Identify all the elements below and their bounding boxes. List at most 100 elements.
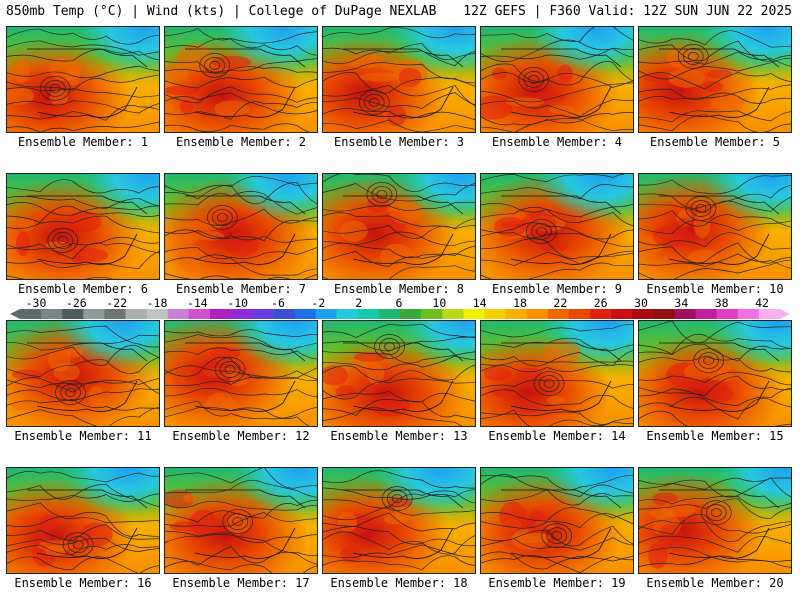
colorbar-segment [653, 309, 675, 319]
map-title: 850mb Temp (°C) | Wind (kts) | College o… [6, 4, 437, 19]
colorbar-segment [83, 309, 105, 319]
colorbar-segment [104, 309, 127, 319]
colorbar-tick-label: 22 [553, 296, 568, 310]
colorbar-segment [252, 309, 274, 319]
colorbar-tick-label: 14 [472, 296, 487, 310]
colorbar-segment [526, 309, 549, 319]
ensemble-member-label: Ensemble Member: 10 [646, 282, 784, 296]
colorbar-tick-label: 42 [755, 296, 769, 310]
ensemble-member-label: Ensemble Member: 19 [488, 576, 626, 590]
ensemble-member-label: Ensemble Member: 4 [491, 135, 623, 149]
ensemble-member-label: Ensemble Member: 20 [646, 576, 784, 590]
ensemble-member-label: Ensemble Member: 5 [649, 135, 781, 149]
ensemble-member-label: Ensemble Member: 11 [14, 429, 152, 443]
colorbar-segment [167, 309, 190, 319]
colorbar-segment [737, 309, 760, 319]
colorbar-segment [716, 309, 739, 319]
ensemble-map-panel [322, 320, 476, 427]
colorbar-segment [463, 309, 485, 319]
colorbar-tick-label: 26 [593, 296, 608, 310]
colorbar-segment [273, 309, 295, 319]
colorbar-segment [231, 309, 253, 319]
colorbar-segment [632, 309, 654, 319]
ensemble-member-label: Ensemble Member: 1 [17, 135, 149, 149]
ensemble-member-label: Ensemble Member: 17 [172, 576, 310, 590]
ensemble-map-panel [638, 320, 792, 427]
ensemble-map-panel [6, 173, 160, 280]
colorbar-segment [547, 309, 570, 319]
colorbar-tick-label: -2 [311, 296, 326, 310]
ensemble-member-label: Ensemble Member: 14 [488, 429, 626, 443]
colorbar-segment [400, 309, 422, 319]
colorbar-segment [336, 309, 359, 319]
colorbar-segment [146, 309, 169, 319]
ensemble-member-label: Ensemble Member: 7 [175, 282, 307, 296]
colorbar-tick-label: 34 [674, 296, 689, 310]
colorbar-segment [505, 309, 528, 319]
colorbar-segment [41, 309, 63, 319]
colorbar-tick-label: -6 [271, 296, 285, 310]
ensemble-member-label: Ensemble Member: 2 [175, 135, 307, 149]
colorbar-segment [294, 309, 317, 319]
colorbar-max-arrow [780, 309, 790, 319]
colorbar-segment [568, 309, 591, 319]
ensemble-map-panel [164, 26, 318, 133]
ensemble-map-panel [480, 173, 634, 280]
colorbar-segment [188, 309, 211, 319]
ensemble-map-panel [480, 26, 634, 133]
colorbar-segment [125, 309, 148, 319]
ensemble-map-panel [638, 26, 792, 133]
colorbar-segment [695, 309, 718, 319]
colorbar-segment [210, 309, 232, 319]
colorbar-segment [357, 309, 380, 319]
colorbar-segment [62, 309, 84, 319]
colorbar-segment [20, 309, 42, 319]
ensemble-member-label: Ensemble Member: 8 [333, 282, 465, 296]
colorbar-tick-label: -22 [106, 296, 128, 310]
ensemble-member-label: Ensemble Member: 15 [646, 429, 784, 443]
ensemble-member-label: Ensemble Member: 6 [17, 282, 149, 296]
ensemble-member-label: Ensemble Member: 12 [172, 429, 310, 443]
ensemble-map-panel [322, 467, 476, 574]
ensemble-map-panel [164, 467, 318, 574]
colorbar-tick-label: 18 [513, 296, 527, 310]
colorbar-segment [611, 309, 633, 319]
temperature-colorbar [10, 309, 790, 319]
colorbar-segment [484, 309, 507, 319]
run-valid-time: 12Z GEFS | F360 Valid: 12Z SUN JUN 22 20… [463, 4, 792, 19]
colorbar-tick-label: 2 [355, 296, 363, 310]
ensemble-member-label: Ensemble Member: 18 [330, 576, 468, 590]
colorbar-tick-label: -14 [186, 296, 208, 310]
colorbar-segment [758, 309, 781, 319]
ensemble-member-label: Ensemble Member: 16 [14, 576, 152, 590]
ensemble-map-panel [164, 173, 318, 280]
colorbar-tick-label: 38 [714, 296, 729, 310]
ensemble-map-panel [480, 320, 634, 427]
colorbar-segment [421, 309, 443, 319]
ensemble-member-label: Ensemble Member: 9 [491, 282, 623, 296]
ensemble-map-panel [164, 320, 318, 427]
ensemble-map-panel [480, 467, 634, 574]
ensemble-member-label: Ensemble Member: 13 [330, 429, 468, 443]
colorbar-min-arrow [10, 309, 20, 319]
ensemble-map-panel [322, 173, 476, 280]
ensemble-map-panel [6, 26, 160, 133]
colorbar-segment [315, 309, 338, 319]
ensemble-map-panel [638, 467, 792, 574]
colorbar-tick-label: -26 [65, 296, 87, 310]
colorbar-tick-label: -10 [227, 296, 249, 310]
colorbar-segment [442, 309, 464, 319]
ensemble-map-panel [638, 173, 792, 280]
colorbar-segment [378, 309, 401, 319]
colorbar-tick-label: 6 [395, 296, 403, 310]
ensemble-map-panel [6, 467, 160, 574]
colorbar-tick-label: -30 [25, 296, 47, 310]
colorbar-segment [674, 309, 697, 319]
colorbar-tick-label: 30 [634, 296, 648, 310]
ensemble-map-panel [322, 26, 476, 133]
colorbar-tick-label: -18 [146, 296, 168, 310]
colorbar-tick-label: 10 [432, 296, 447, 310]
ensemble-map-panel [6, 320, 160, 427]
colorbar-segment [590, 309, 612, 319]
ensemble-member-label: Ensemble Member: 3 [333, 135, 465, 149]
